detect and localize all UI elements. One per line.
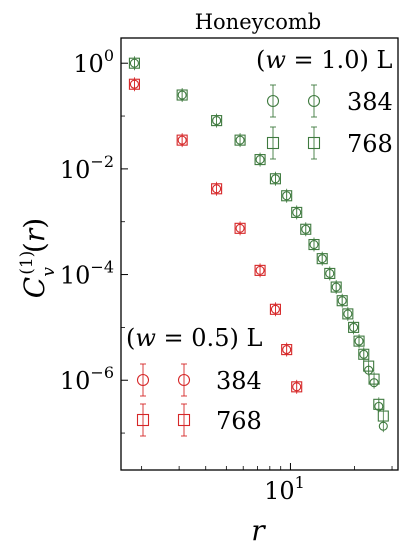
y-tick-label: 10−4 — [60, 258, 114, 290]
chart-title: Honeycomb — [195, 10, 322, 34]
legend-marker-square — [177, 413, 191, 427]
y-tick-label: 10−6 — [60, 363, 114, 395]
legend-marker-square — [266, 136, 280, 150]
data-point — [300, 223, 312, 235]
y-tick-label: 10−2 — [60, 152, 114, 184]
legend-marker-circle — [136, 373, 150, 387]
data-point — [324, 267, 336, 279]
data-point — [254, 264, 266, 276]
x-axis-label: r — [251, 514, 266, 547]
data-point — [128, 57, 140, 69]
y-axis-label: C(1) v(r) — [17, 218, 59, 298]
data-point — [308, 238, 320, 251]
svg-text:C(1)v(r): C(1) v(r) — [17, 218, 59, 298]
data-point — [176, 89, 188, 101]
legend-marker-square — [136, 413, 150, 427]
legend-label: 384 — [216, 367, 262, 395]
data-point — [363, 360, 375, 372]
data-point — [377, 410, 389, 422]
data-point — [234, 222, 246, 234]
data-point — [211, 183, 223, 195]
legend-marker-circle — [177, 373, 191, 387]
series-w1-L768-square — [128, 56, 389, 424]
series-w05-L768-square — [128, 77, 303, 394]
data-point — [281, 344, 293, 356]
axis-ticks: 100 10−2 10−4 10−6 101 — [60, 46, 393, 505]
legend-label: 768 — [347, 130, 393, 158]
data-point — [269, 303, 281, 315]
data-point — [368, 373, 380, 385]
x-tick-label: 101 — [264, 473, 305, 505]
plot-area — [120, 37, 399, 471]
data-point — [211, 115, 223, 127]
plot-frame — [120, 37, 399, 471]
legend-marker-circle — [307, 94, 321, 108]
data-point — [330, 281, 342, 293]
data-point — [254, 154, 266, 166]
legend-header: (w = 1.0) L — [256, 46, 392, 74]
legend-label: 768 — [216, 407, 262, 435]
data-point — [348, 321, 360, 333]
data-point — [316, 253, 328, 265]
data-point — [176, 134, 188, 146]
data-point — [291, 206, 303, 218]
y-tick-label: 100 — [73, 46, 114, 78]
data-point — [336, 295, 348, 307]
data-point — [269, 173, 281, 185]
legends: (w = 1.0) L 384 768 (w = 0.5) L 384 768 — [126, 46, 393, 437]
legend-w0.5: (w = 0.5) L 384 768 — [126, 324, 262, 437]
legend-marker-circle — [266, 94, 280, 108]
data-point — [373, 398, 385, 410]
data-point — [353, 335, 365, 347]
data-point — [281, 190, 293, 202]
data-point — [358, 348, 370, 360]
data-marks — [128, 56, 389, 433]
data-point — [291, 381, 303, 393]
legend-marker-square — [307, 136, 321, 150]
data-point — [342, 308, 354, 320]
legend-label: 384 — [347, 88, 393, 116]
legend-header: (w = 0.5) L — [126, 324, 262, 352]
data-point — [128, 78, 140, 90]
legend-w1.0: (w = 1.0) L 384 768 — [256, 46, 393, 160]
data-point — [234, 134, 246, 146]
